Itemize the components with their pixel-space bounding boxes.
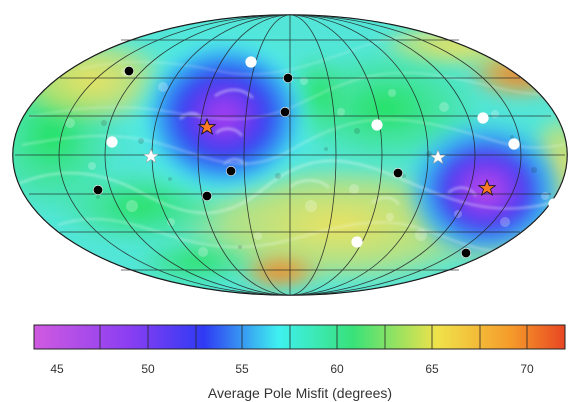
black-dot-marker [282, 73, 293, 84]
colorbar-tick-label: 65 [425, 362, 439, 376]
colorbar-tick-label: 45 [50, 362, 64, 376]
white-dot-marker [245, 56, 257, 68]
white-dot-marker [371, 119, 383, 131]
map-markers [93, 56, 560, 259]
black-dot-marker [202, 191, 213, 202]
white-dot-marker [106, 136, 118, 148]
black-dot-marker [124, 66, 135, 77]
colorbar: 45 50 55 60 65 70 Average Pole Misfit (d… [33, 324, 566, 401]
orange-star-marker [477, 178, 497, 196]
black-dot-marker [392, 168, 403, 179]
black-dot-marker [93, 185, 104, 196]
orange-star-marker [197, 117, 217, 135]
white-dot-marker [548, 198, 560, 210]
colorbar-tick-label: 60 [330, 362, 344, 376]
colorbar-tick-label: 55 [235, 362, 249, 376]
black-dot-marker [279, 107, 290, 118]
white-star-marker [429, 149, 447, 165]
white-dot-marker [508, 138, 520, 150]
colorbar-axis-label: Average Pole Misfit (degrees) [208, 385, 392, 401]
white-dot-marker [351, 236, 363, 248]
white-star-marker [142, 148, 160, 164]
white-dot-marker [477, 112, 489, 124]
white-dot-marker [520, 231, 532, 243]
colorbar-tick-label: 50 [141, 362, 155, 376]
colorbar-tick-label: 70 [520, 362, 534, 376]
black-dot-marker [460, 248, 471, 259]
black-dot-marker [226, 166, 237, 177]
